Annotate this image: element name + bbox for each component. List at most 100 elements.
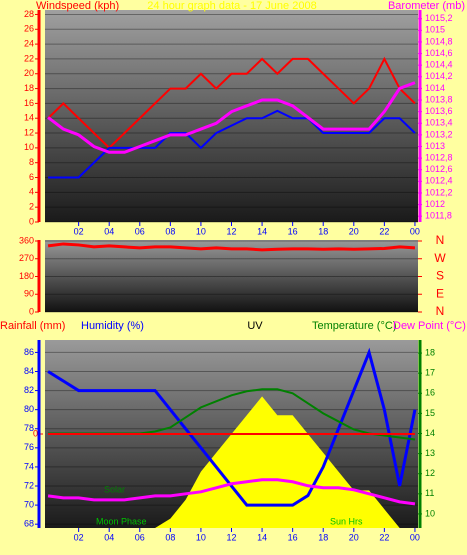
plot-area <box>45 240 418 312</box>
series-line <box>47 81 416 154</box>
y-tick-label: 76 <box>24 442 34 452</box>
axis-label: Temperature (°C) <box>312 320 396 332</box>
x-tick-label: 18 <box>318 226 328 236</box>
y-tick-label: 84 <box>24 366 34 376</box>
axis-label: Humidity (%) <box>81 320 144 332</box>
x-tick-label: 10 <box>196 226 206 236</box>
x-tick-label: 06 <box>135 532 145 542</box>
y-tick-label: 16 <box>24 98 34 108</box>
y2-tick-label: E <box>436 286 444 300</box>
x-tick-label: 02 <box>74 532 84 542</box>
y-tick-label: 26 <box>24 24 34 34</box>
x-tick-label: 02 <box>74 226 84 236</box>
y2-tick-label: 12 <box>425 468 435 478</box>
y2-tick-label: S <box>436 269 444 283</box>
plot-area <box>45 10 418 222</box>
y2-tick-label: 16 <box>425 388 435 398</box>
y-tick-label: 82 <box>24 385 34 395</box>
x-tick-label: 16 <box>288 226 298 236</box>
x-tick-label: 00 <box>410 226 420 236</box>
y-tick-label: 80 <box>24 404 34 414</box>
y-tick-label: 70 <box>24 499 34 509</box>
y-tick-label: 78 <box>24 423 34 433</box>
y-tick-label: 8 <box>29 157 34 167</box>
y2-tick-label: 1014,4 <box>425 60 453 70</box>
y2-tick-label: 1012,6 <box>425 164 453 174</box>
y2-tick-label: 1013,6 <box>425 106 453 116</box>
y-tick-label: 72 <box>24 480 34 490</box>
y2-tick-label: 1013,2 <box>425 129 453 139</box>
y-tick-label: 90 <box>24 289 34 299</box>
x-tick-label: 14 <box>257 532 267 542</box>
x-tick-label: 10 <box>196 532 206 542</box>
y-tick-label: 20 <box>24 68 34 78</box>
y2-tick-label: 1011,8 <box>425 211 452 221</box>
x-tick-label: 06 <box>135 226 145 236</box>
x-tick-label: 12 <box>226 532 236 542</box>
x-tick-label: 08 <box>165 226 175 236</box>
x-tick-label: 12 <box>226 226 236 236</box>
chart-title: 24 hour graph data - 17 June 2008 <box>147 0 316 12</box>
y2-tick-label: 18 <box>425 347 435 357</box>
y2-tick-label: 1012 <box>425 199 445 209</box>
x-tick-label: 04 <box>104 226 114 236</box>
y-tick-label: 0 <box>29 306 34 316</box>
y-tick-label: 270 <box>19 253 34 263</box>
y-tick-label: 68 <box>24 519 34 529</box>
y2-tick-label: 14 <box>425 428 435 438</box>
y2-tick-label: 1013,8 <box>425 94 453 104</box>
x-tick-label: 04 <box>104 532 114 542</box>
y-tick-label: 12 <box>24 127 34 137</box>
y2-tick-label: 1015,2 <box>425 13 453 23</box>
y2-tick-label: 1014 <box>425 83 445 93</box>
y-tick-label: 18 <box>24 83 34 93</box>
y-tick-label: 22 <box>24 53 34 63</box>
x-tick-label: 00 <box>410 532 420 542</box>
x-tick-label: 18 <box>318 532 328 542</box>
y2-tick-label: 10 <box>425 508 435 518</box>
y-tick-label: 0 <box>29 216 34 226</box>
x-tick-label: 22 <box>379 532 389 542</box>
x-tick-label: 20 <box>349 226 359 236</box>
y-tick-label: 74 <box>24 461 34 471</box>
y-tick-label: 86 <box>24 347 34 357</box>
y-tick-label: 4 <box>29 187 34 197</box>
y2-tick-label: 1015 <box>425 25 445 35</box>
y-tick-label: 2 <box>29 202 34 212</box>
y-tick-label: 14 <box>24 113 34 123</box>
y2-tick-label: 1012,8 <box>425 152 453 162</box>
y2-tick-label: 15 <box>425 408 435 418</box>
y2-tick-label: 1012,4 <box>425 176 453 186</box>
axis-label: UV <box>247 320 263 332</box>
series-line <box>47 478 416 506</box>
y-tick-label: 6 <box>29 172 34 182</box>
series-line <box>48 109 416 179</box>
uv-area <box>48 396 415 528</box>
y2-tick-label: 11 <box>425 488 434 498</box>
y2-axis-label: Barometer (mb) <box>388 0 465 12</box>
series-line <box>47 347 417 507</box>
y2-tick-label: 1013,4 <box>425 118 453 128</box>
y2-tick-label: 1014,6 <box>425 48 453 58</box>
y2-tick-label: N <box>436 233 445 247</box>
y-tick-label: 24 <box>24 38 34 48</box>
y-tick-label: 180 <box>19 271 34 281</box>
y2-tick-label: 1012,2 <box>425 187 453 197</box>
y2-tick-label: 17 <box>425 368 435 378</box>
x-tick-label: 22 <box>379 226 389 236</box>
y-tick-label: 360 <box>19 235 34 245</box>
x-tick-label: 08 <box>165 532 175 542</box>
axis-label: Dew Point (°C) <box>393 320 466 332</box>
x-tick-label: 20 <box>349 532 359 542</box>
y2-tick-label: N <box>436 304 445 318</box>
y-tick-label: 10 <box>24 142 34 152</box>
x-tick-label: 14 <box>257 226 267 236</box>
x-tick-label: 16 <box>288 532 298 542</box>
y2-tick-label: W <box>434 251 446 265</box>
y2-tick-label: 1014,8 <box>425 36 453 46</box>
y3-tick-label: 0 <box>33 428 38 438</box>
y-tick-label: 28 <box>24 9 34 19</box>
y-axis-label: Windspeed (kph) <box>36 0 119 12</box>
series-line <box>47 242 416 252</box>
